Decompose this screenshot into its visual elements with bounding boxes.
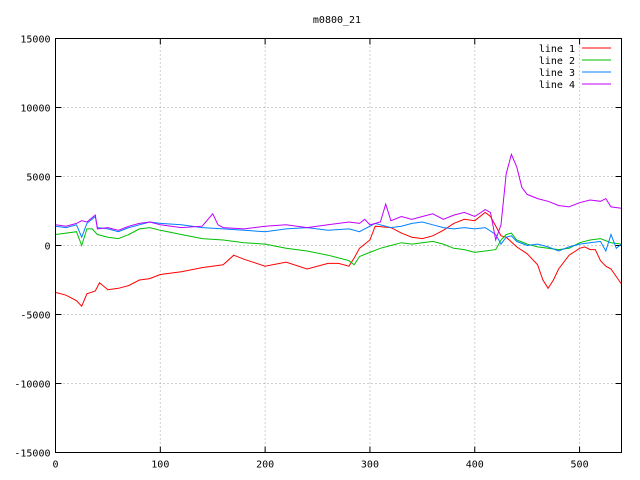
- series-line-3: [55, 215, 622, 253]
- y-tick-label: -5000: [20, 311, 50, 322]
- x-tick-label: 0: [52, 460, 58, 471]
- series-lines: [55, 152, 622, 308]
- legend-label: line 2: [539, 56, 575, 67]
- x-tick-label: 300: [361, 460, 379, 471]
- y-tick-label: -10000: [14, 380, 50, 391]
- grid: [55, 38, 622, 453]
- x-tick-label: 400: [466, 460, 484, 471]
- y-tick-label: -15000: [14, 449, 50, 460]
- legend-label: line 4: [539, 80, 575, 91]
- y-tick-label: 10000: [20, 104, 50, 115]
- axis-ticks: 0 100 200 300 400 500 -15000 -10000 -5000 0 5000 10…: [14, 35, 622, 471]
- y-tick-label: 15000: [20, 35, 50, 46]
- plot-frame: [55, 38, 622, 453]
- chart-title: m0800_21: [313, 15, 361, 26]
- x-tick-label: 500: [571, 460, 589, 471]
- legend-label: line 3: [539, 68, 575, 79]
- y-tick-label: 5000: [26, 173, 50, 184]
- series-line-2: [55, 227, 622, 266]
- series-line-4: [55, 152, 622, 242]
- legend-label: line 1: [539, 44, 575, 55]
- x-tick-label: 200: [256, 460, 274, 471]
- y-tick-label: 0: [44, 242, 50, 253]
- x-tick-label: 100: [151, 460, 169, 471]
